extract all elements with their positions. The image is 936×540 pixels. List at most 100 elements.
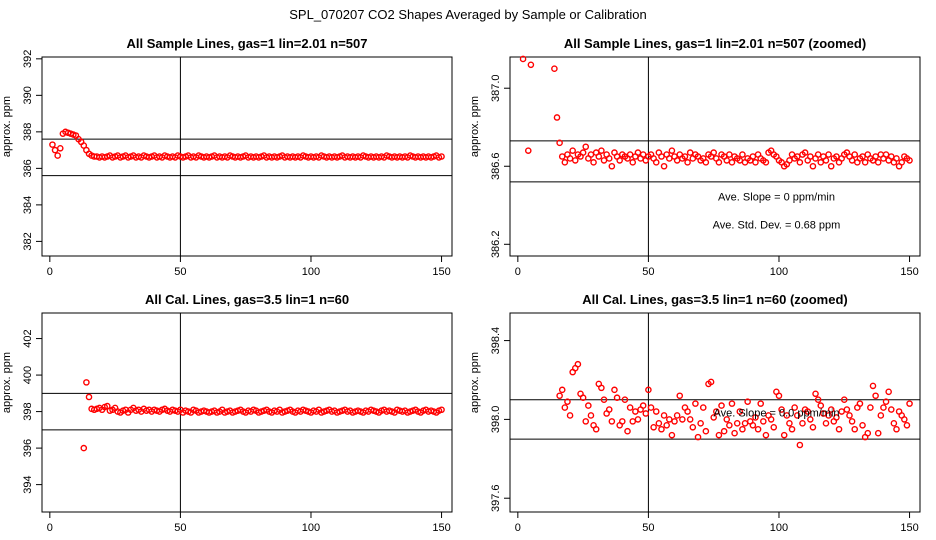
plot-frame xyxy=(41,56,453,257)
data-point xyxy=(689,423,697,431)
x-tick-label: 0 xyxy=(47,522,53,534)
data-point xyxy=(752,414,759,421)
data-point xyxy=(843,406,851,413)
chart-annotation: Ave. Slope = 0.0 ppm/min xyxy=(713,407,839,419)
data-point xyxy=(679,416,686,423)
data-point xyxy=(744,398,751,405)
x-tick-label: 100 xyxy=(770,266,788,278)
chart-annotation: Ave. Std. Dev. = 0.68 ppm xyxy=(713,219,841,231)
data-point xyxy=(817,402,825,409)
data-point xyxy=(702,159,710,166)
x-tick-label: 50 xyxy=(642,266,654,278)
data-point xyxy=(710,149,717,156)
y-tick-label: 386.6 xyxy=(490,152,502,180)
data-point xyxy=(668,431,676,439)
data-point xyxy=(585,402,592,409)
data-point xyxy=(608,418,616,425)
data-point xyxy=(851,425,859,433)
data-point xyxy=(874,159,882,166)
chart-title: All Cal. Lines, gas=3.5 lin=1 n=60 (zoom… xyxy=(582,292,848,307)
data-point xyxy=(707,378,715,386)
data-point xyxy=(600,396,608,403)
data-point xyxy=(885,388,892,396)
y-tick-label: 390 xyxy=(22,86,34,104)
y-tick-label: 398.0 xyxy=(490,406,502,434)
data-point xyxy=(660,412,668,419)
data-point xyxy=(54,152,61,159)
data-point xyxy=(814,396,822,403)
panel-sample-full: All Sample Lines, gas=1 lin=2.01 n=507 0 5… xyxy=(1,36,453,278)
data-point xyxy=(869,382,877,390)
data-point xyxy=(605,406,613,413)
data-point xyxy=(880,404,887,411)
data-point xyxy=(827,406,835,413)
figure-title: SPL_070207 CO2 Shapes Averaged by Sample… xyxy=(289,7,647,22)
data-point xyxy=(775,392,783,400)
data-point xyxy=(692,400,699,407)
data-point xyxy=(556,392,563,400)
x-tick-label: 50 xyxy=(642,522,654,534)
y-tick-label: 400 xyxy=(22,366,34,384)
y-axis-label: approx. ppm xyxy=(1,96,13,157)
data-point xyxy=(574,360,582,368)
data-point xyxy=(762,159,770,166)
plot-frame xyxy=(509,312,921,513)
data-point xyxy=(611,386,618,394)
data-point xyxy=(561,404,569,411)
data-point xyxy=(652,159,660,166)
x-tick-label: 150 xyxy=(432,266,450,278)
y-tick-label: 386 xyxy=(22,159,34,177)
data-point xyxy=(673,412,681,419)
data-point xyxy=(796,441,804,449)
data-point xyxy=(906,157,913,164)
data-point xyxy=(571,157,579,164)
data-point xyxy=(809,423,817,431)
data-point xyxy=(697,420,704,427)
data-point xyxy=(587,412,595,419)
data-point xyxy=(598,147,605,154)
data-point xyxy=(898,159,906,166)
data-point xyxy=(556,139,563,147)
data-point xyxy=(524,147,532,154)
data-point xyxy=(720,427,728,435)
data-point xyxy=(684,408,691,415)
x-tick-label: 50 xyxy=(174,266,186,278)
data-point xyxy=(686,416,694,423)
panel-sample-zoomed: All Sample Lines, gas=1 lin=2.01 n=507 (… xyxy=(469,36,921,278)
x-tick-label: 0 xyxy=(515,522,521,534)
data-point xyxy=(726,422,733,429)
data-point xyxy=(590,159,597,166)
data-point xyxy=(890,420,898,427)
data-point xyxy=(582,143,590,151)
data-point xyxy=(783,412,791,419)
y-axis-label: approx. ppm xyxy=(469,352,481,413)
data-point xyxy=(710,414,717,421)
y-tick-label: 396 xyxy=(22,439,34,457)
data-point xyxy=(874,429,882,437)
data-point xyxy=(799,420,806,427)
plot-frame xyxy=(509,56,921,257)
data-point xyxy=(822,157,830,164)
data-point xyxy=(699,404,707,411)
y-tick-label: 382 xyxy=(22,232,34,250)
data-point xyxy=(825,151,832,158)
x-tick-label: 100 xyxy=(302,522,320,534)
data-point xyxy=(645,386,652,394)
data-point xyxy=(595,153,603,160)
data-point xyxy=(655,420,663,427)
data-point xyxy=(702,427,710,435)
data-point xyxy=(882,398,890,405)
data-point xyxy=(566,412,574,419)
data-point xyxy=(642,410,650,417)
data-point xyxy=(616,157,623,164)
chart-annotation: Ave. Slope = 0 ppm/min xyxy=(718,191,835,203)
data-point xyxy=(786,420,793,427)
data-point xyxy=(752,159,759,166)
data-point xyxy=(676,392,684,400)
data-point xyxy=(605,155,613,162)
data-point xyxy=(83,379,90,386)
data-point xyxy=(694,433,702,441)
data-point xyxy=(569,147,576,154)
data-point xyxy=(558,386,566,394)
data-point xyxy=(561,159,569,166)
